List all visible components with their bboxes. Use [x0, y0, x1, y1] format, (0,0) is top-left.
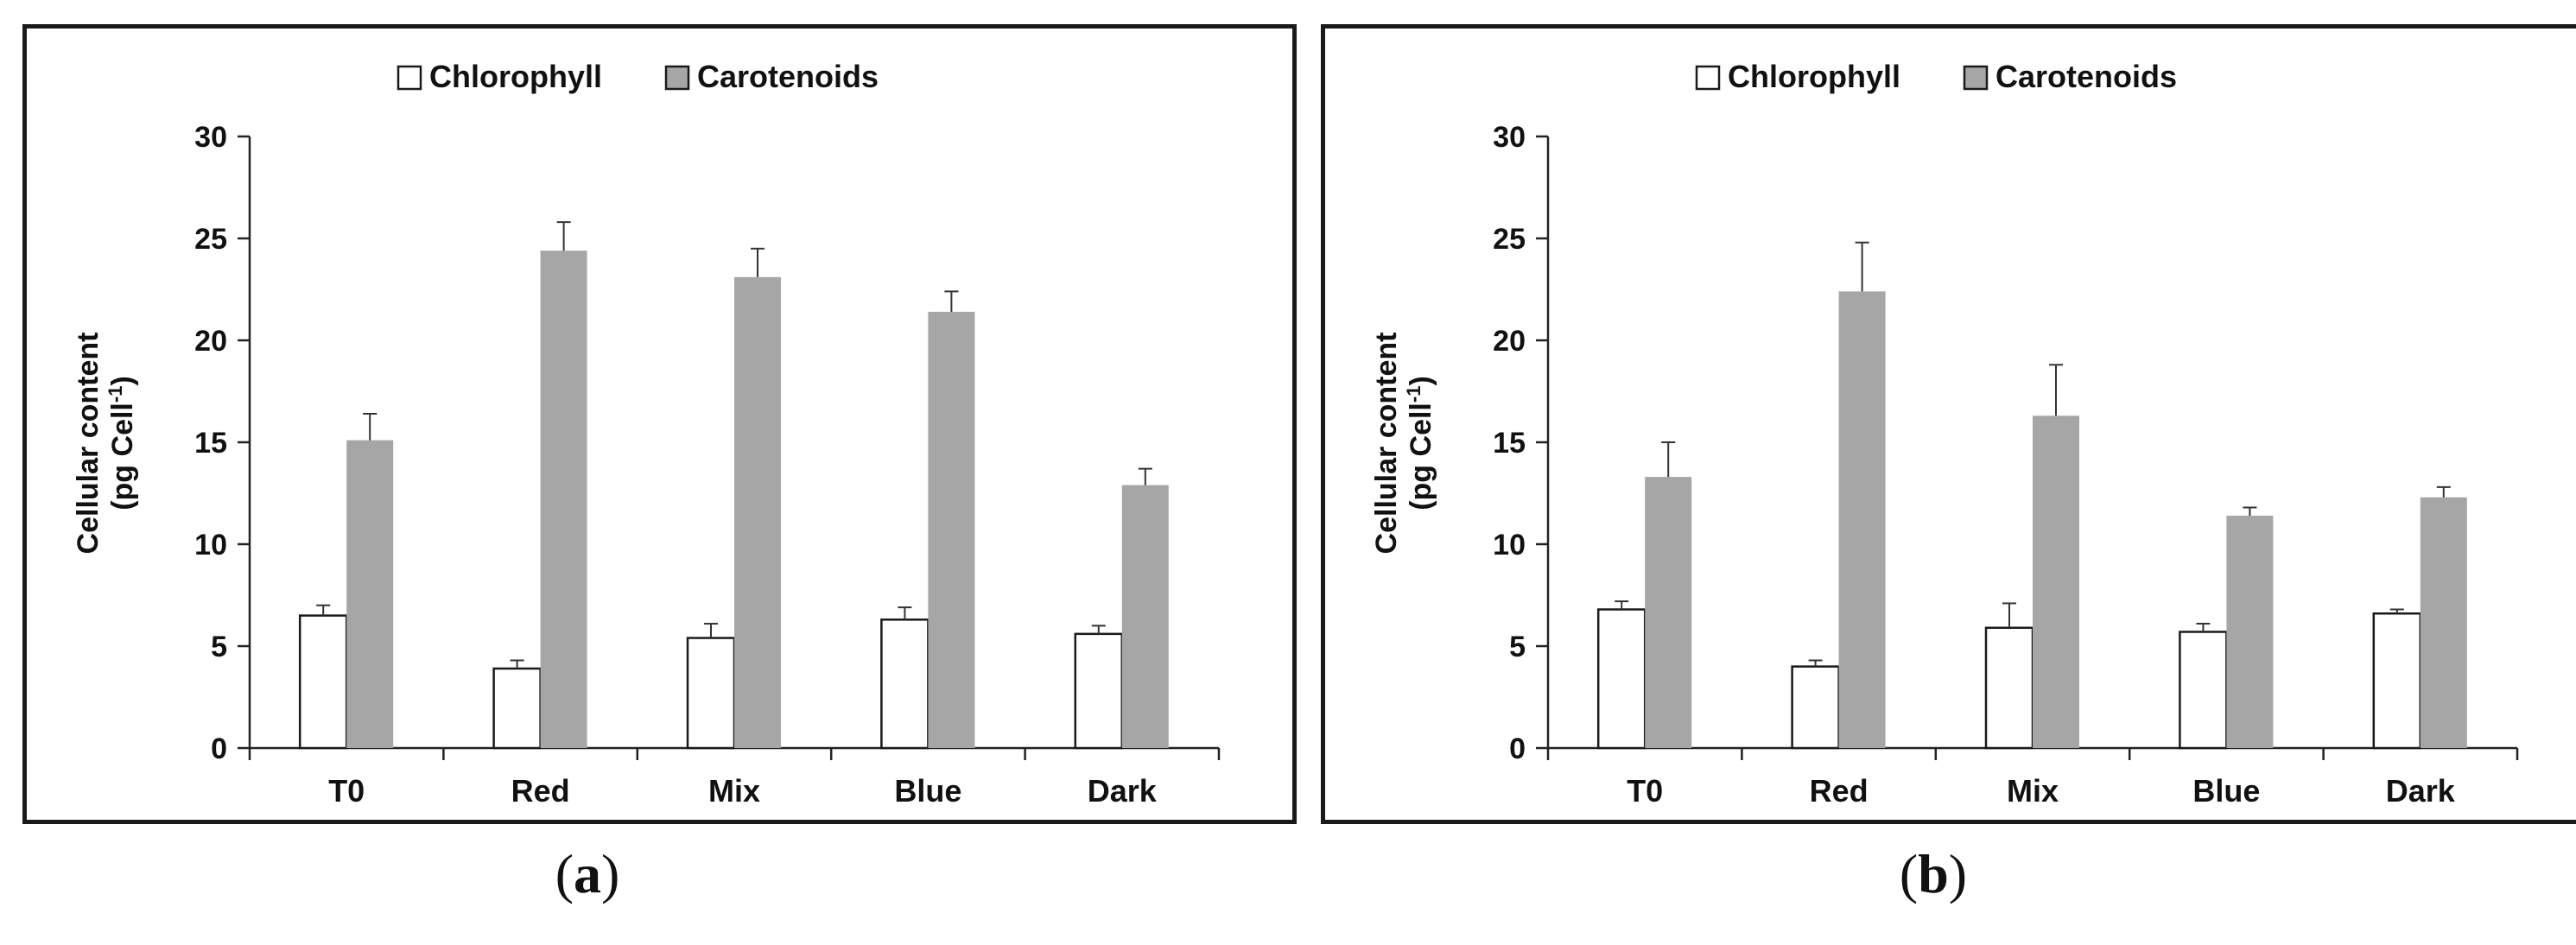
x-category-label-red: Red: [1810, 773, 1869, 809]
bar-chlorophyll-dark: [2372, 612, 2422, 750]
bar-carotenoids-blue: [928, 311, 975, 748]
y-axis-title-line1: Cellular content: [1370, 333, 1403, 555]
caption-close-paren: ): [601, 843, 620, 904]
y-axis-title-line1: Cellular content: [72, 333, 105, 555]
x-category-label-mix: Mix: [2007, 773, 2059, 809]
y-tick-label: 15: [194, 427, 227, 460]
legend-label-carotenoids: Carotenoids: [1995, 59, 2177, 94]
bar-chlorophyll-blue: [2179, 631, 2228, 750]
x-category-label-red: Red: [511, 773, 570, 809]
y-tick-label: 30: [194, 121, 227, 154]
legend-label-chlorophyll: Chlorophyll: [1728, 59, 1900, 94]
y-tick-label: 25: [1493, 223, 1526, 256]
bar-chlorophyll-red: [492, 667, 542, 750]
legend-label-chlorophyll: Chlorophyll: [429, 59, 602, 94]
bar-chart-b: Chlorophyll Carotenoids 0 5 10 15 20 25 30 Cellul…: [1370, 59, 2519, 809]
bar-chart-a: Chlorophyll Carotenoids 0 5 10 15 20 25 30 Cellul…: [72, 59, 1221, 809]
y-tick-label: 0: [211, 733, 227, 765]
y-tick-label: 10: [194, 529, 227, 561]
y-tick-label: 20: [1493, 325, 1526, 358]
y-tick-label: 5: [211, 631, 227, 663]
y-tick-label: 15: [1493, 427, 1526, 460]
bar-carotenoids-blue: [2226, 515, 2274, 748]
bar-chlorophyll-t0: [1596, 608, 1646, 750]
y-tick-label: 5: [1509, 631, 1526, 663]
y-tick-label: 25: [194, 223, 227, 256]
bar-carotenoids-red: [1838, 291, 1886, 748]
bar-chlorophyll-blue: [880, 618, 930, 750]
bar-chlorophyll-mix: [686, 637, 736, 750]
caption-open-paren: (: [1899, 843, 1919, 904]
legend-swatch-chlorophyll: [1695, 65, 1721, 91]
x-category-label-dark: Dark: [2386, 773, 2456, 809]
y-axis-unit-superscript: -1: [1403, 386, 1424, 403]
chart-panel-b: Chlorophyll Carotenoids 0 5 10 15 20 25 30 Cellul…: [1321, 24, 2576, 824]
bar-carotenoids-red: [540, 251, 587, 748]
bar-carotenoids-mix: [734, 276, 781, 749]
y-axis-unit-close: ): [106, 376, 139, 385]
bar-carotenoids-mix: [2033, 415, 2079, 748]
x-category-label-t0: T0: [328, 773, 365, 809]
panel-caption-a: (a): [458, 842, 717, 906]
caption-letter: b: [1918, 843, 1949, 904]
y-tick-label: 0: [1509, 733, 1526, 765]
bar-chlorophyll-mix: [1984, 626, 2034, 750]
x-category-label-blue: Blue: [2192, 773, 2260, 809]
bar-chlorophyll-dark: [1074, 632, 1124, 750]
caption-open-paren: (: [555, 843, 574, 904]
y-axis-unit-superscript: -1: [105, 386, 126, 403]
panel-caption-b: (b): [1804, 842, 2063, 906]
y-tick-label: 20: [194, 325, 227, 358]
x-category-label-t0: T0: [1627, 773, 1663, 809]
y-tick-label: 30: [1493, 121, 1526, 154]
bar-chlorophyll-red: [1791, 665, 1840, 750]
bar-chlorophyll-t0: [298, 614, 348, 750]
y-tick-label: 10: [1493, 529, 1526, 561]
legend-swatch-carotenoids: [1963, 65, 1989, 91]
chart-panel-a: Chlorophyll Carotenoids 0 5 10 15 20 25 30 Cellul…: [22, 24, 1297, 824]
legend-swatch-carotenoids: [664, 65, 690, 91]
bar-carotenoids-t0: [346, 440, 394, 748]
x-category-label-mix: Mix: [708, 773, 760, 809]
bar-carotenoids-dark: [1121, 485, 1169, 748]
x-category-label-blue: Blue: [894, 773, 961, 809]
y-axis-unit-text: (pg Cell: [1405, 403, 1437, 511]
legend-swatch-chlorophyll: [397, 65, 422, 91]
caption-close-paren: ): [1948, 843, 1968, 904]
y-axis-unit-text: (pg Cell: [106, 403, 139, 511]
bar-carotenoids-t0: [1645, 477, 1692, 748]
caption-letter: a: [574, 843, 601, 904]
x-category-label-dark: Dark: [1088, 773, 1158, 809]
y-axis-title-line2: (pg Cell-1): [1403, 376, 1437, 511]
y-axis-title-line2: (pg Cell-1): [105, 376, 139, 511]
y-axis-unit-close: ): [1405, 376, 1437, 385]
legend-label-carotenoids: Carotenoids: [697, 59, 879, 94]
bar-carotenoids-dark: [2420, 497, 2467, 748]
